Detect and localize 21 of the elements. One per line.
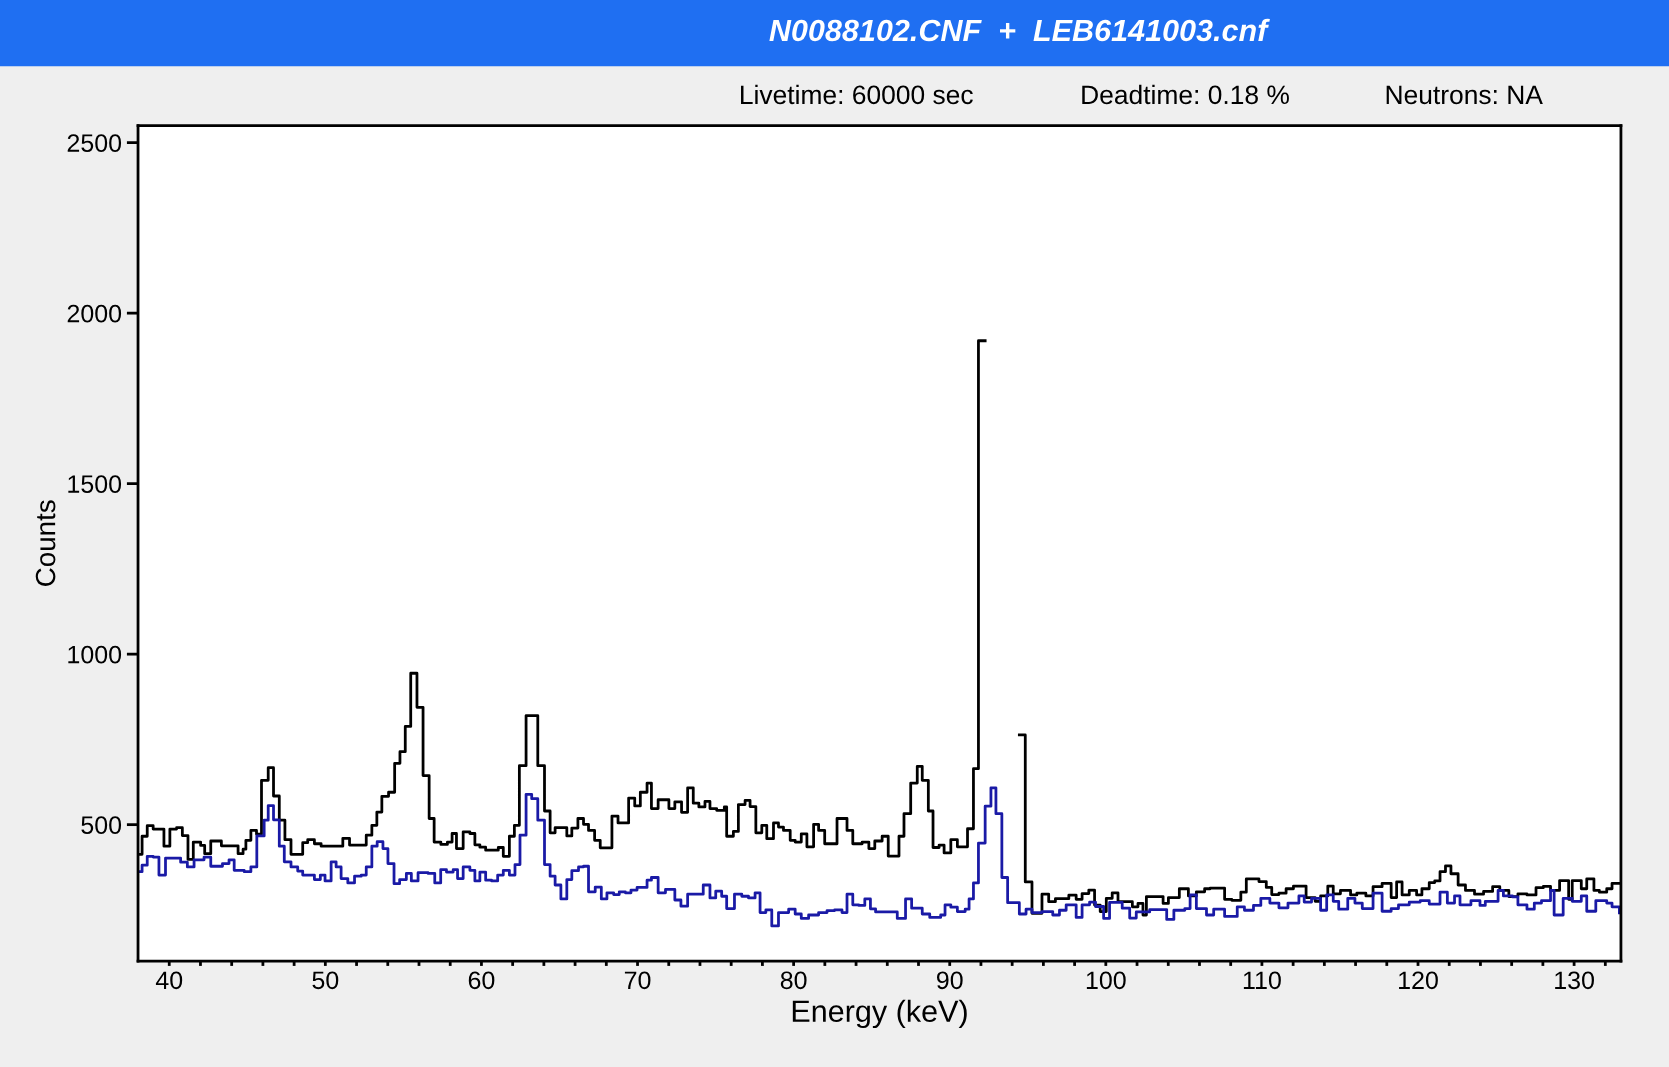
text: Deadtime: 0.18 % bbox=[1082, 84, 1289, 105]
y-tick-label: 2000 bbox=[67, 304, 122, 323]
text: Livetime: 60000 sec bbox=[741, 84, 973, 105]
x-tick-label: 100 bbox=[1086, 971, 1126, 990]
y-tick-label: 1000 bbox=[68, 645, 122, 664]
chart-title: N0088102.CNF + LEB6141003.cnf bbox=[769, 18, 1270, 42]
x-tick-label: 60 bbox=[468, 971, 495, 990]
x-tick-label: 120 bbox=[1399, 971, 1438, 990]
x-axis-title: Energy (keV) bbox=[792, 999, 967, 1029]
y-tick-label: 1500 bbox=[68, 475, 122, 493]
y-tick-label: 500 bbox=[81, 816, 122, 834]
y-tick-label: 2500 bbox=[67, 134, 122, 152]
x-tick-label: 80 bbox=[780, 971, 807, 990]
text: Neutrons: NA bbox=[1386, 85, 1543, 105]
x-tick-label: 40 bbox=[155, 971, 183, 990]
x-tick-label: 110 bbox=[1243, 971, 1281, 990]
x-tick-label: 90 bbox=[936, 971, 963, 990]
y-axis-title: Counts bbox=[35, 500, 56, 586]
x-tick-label: 130 bbox=[1555, 971, 1594, 990]
x-tick-label: 50 bbox=[312, 971, 339, 990]
x-tick-label: 70 bbox=[624, 971, 651, 990]
